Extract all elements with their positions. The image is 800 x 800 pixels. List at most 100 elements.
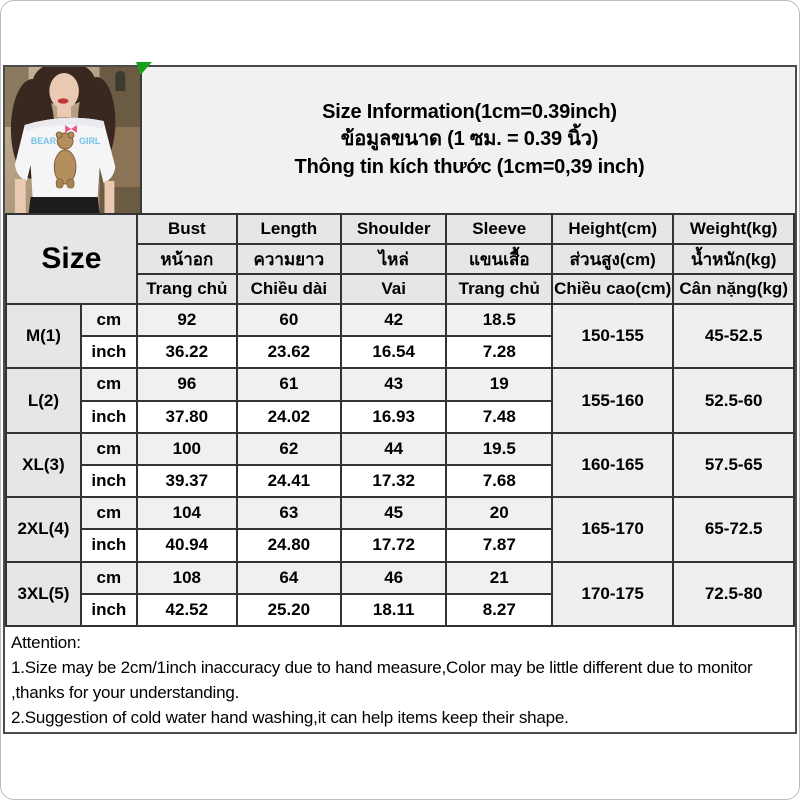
height-cell: 165-170 <box>551 496 675 563</box>
value-cell: 61 <box>235 367 342 402</box>
table-row: 2XL(4) cm 104 63 45 20 165-170 65-72.5 <box>5 496 795 563</box>
title-area: BEAR GIRL Size Information(1cm=0.39inch)… <box>5 62 795 213</box>
col-weight-th: น้ำหนัก(kg) <box>672 243 795 275</box>
col-weight-en: Weight(kg) <box>672 213 795 245</box>
weight-cell: 52.5-60 <box>672 367 795 434</box>
col-length-th: ความยาว <box>235 243 342 275</box>
col-bust-th: หน้าอก <box>135 243 238 275</box>
unit-cell: inch <box>79 592 138 628</box>
weight-cell: 45-52.5 <box>672 302 795 370</box>
shirt-text-left: BEAR <box>31 136 57 146</box>
value-cell: 16.93 <box>339 399 448 434</box>
col-sleeve-th: แขนเสื้อ <box>445 243 554 275</box>
value-cell: 100 <box>135 431 238 466</box>
value-cell: 7.87 <box>445 528 554 563</box>
value-cell: 40.94 <box>135 528 238 563</box>
size-label: XL(3) <box>5 431 82 499</box>
value-cell: 36.22 <box>135 335 238 370</box>
table-row: inch 39.37 24.41 17.32 7.68 <box>6 463 794 499</box>
value-cell: 96 <box>135 367 238 402</box>
unit-cell: inch <box>79 335 138 370</box>
title-line-th: ข้อมูลขนาด (1 ซม. = 0.39 นิ้ว) <box>340 128 599 151</box>
col-weight-vi: Cân nặng(kg) <box>672 273 795 305</box>
weight-cell: 65-72.5 <box>672 496 795 563</box>
value-cell: 17.72 <box>339 528 448 563</box>
height-cell: 170-175 <box>551 560 675 627</box>
unit-cell: cm <box>79 496 138 531</box>
value-cell: 62 <box>235 431 342 466</box>
value-cell: 24.02 <box>235 399 342 434</box>
unit-cell: inch <box>79 399 138 434</box>
unit-cell: cm <box>79 560 138 595</box>
value-cell: 43 <box>339 367 448 402</box>
col-height-en: Height(cm) <box>551 213 675 245</box>
value-cell: 16.54 <box>339 335 448 370</box>
value-cell: 92 <box>135 302 238 338</box>
col-length-vi: Chiều dài <box>235 273 342 305</box>
value-cell: 8.27 <box>445 592 554 628</box>
product-photo-illustration: BEAR GIRL <box>5 67 140 213</box>
corner-size-label: Size <box>5 213 138 305</box>
size-label: L(2) <box>5 367 82 434</box>
value-cell: 63 <box>235 496 342 531</box>
value-cell: 37.80 <box>135 399 238 434</box>
col-height-th: ส่วนสูง(cm) <box>551 243 675 275</box>
product-photo: BEAR GIRL <box>5 67 142 213</box>
value-cell: 19 <box>445 367 554 402</box>
size-info-title: Size Information(1cm=0.39inch) ข้อมูลขนา… <box>144 67 795 213</box>
table-row: inch 37.80 24.02 16.93 7.48 <box>6 399 794 434</box>
value-cell: 7.68 <box>445 463 554 499</box>
value-cell: 24.41 <box>235 463 342 499</box>
unit-cell: inch <box>79 463 138 499</box>
value-cell: 20 <box>445 496 554 531</box>
unit-cell: cm <box>79 302 138 338</box>
size-label: M(1) <box>5 302 82 370</box>
table-row: inch 40.94 24.80 17.72 7.87 <box>6 528 794 563</box>
height-cell: 155-160 <box>551 367 675 434</box>
attention-section: Attention: 1.Size may be 2cm/1inch inacc… <box>5 627 795 732</box>
size-label: 3XL(5) <box>5 560 82 627</box>
col-sleeve-vi: Trang chủ <box>445 273 554 305</box>
attention-note-1: 1.Size may be 2cm/1inch inaccuracy due t… <box>11 658 753 702</box>
unit-cell: cm <box>79 431 138 466</box>
value-cell: 60 <box>235 302 342 338</box>
weight-cell: 57.5-65 <box>672 431 795 499</box>
unit-cell: cm <box>79 367 138 402</box>
col-bust-vi: Trang chủ <box>135 273 238 305</box>
table-row: 3XL(5) cm 108 64 46 21 170-175 72.5-80 <box>5 560 795 627</box>
table-row: inch 42.52 25.20 18.11 8.27 <box>6 592 794 628</box>
value-cell: 44 <box>339 431 448 466</box>
col-shoulder-en: Shoulder <box>339 213 448 245</box>
value-cell: 7.28 <box>445 335 554 370</box>
value-cell: 45 <box>339 496 448 531</box>
title-line-en: Size Information(1cm=0.39inch) <box>322 100 617 123</box>
value-cell: 7.48 <box>445 399 554 434</box>
size-chart-card: BEAR GIRL Size Information(1cm=0.39inch)… <box>3 62 797 734</box>
value-cell: 21 <box>445 560 554 595</box>
size-label: 2XL(4) <box>5 496 82 563</box>
title-line-vi: Thông tin kích thước (1cm=0,39 inch) <box>294 155 645 178</box>
col-bust-en: Bust <box>135 213 238 245</box>
value-cell: 104 <box>135 496 238 531</box>
value-cell: 108 <box>135 560 238 595</box>
col-shoulder-vi: Vai <box>339 273 448 305</box>
col-length-en: Length <box>235 213 342 245</box>
height-cell: 150-155 <box>551 302 675 370</box>
value-cell: 25.20 <box>235 592 342 628</box>
col-shoulder-th: ไหล่ <box>339 243 448 275</box>
table-row: XL(3) cm 100 62 44 19.5 160-165 57.5-65 <box>5 431 795 499</box>
col-sleeve-en: Sleeve <box>445 213 554 245</box>
value-cell: 64 <box>235 560 342 595</box>
value-cell: 23.62 <box>235 335 342 370</box>
value-cell: 24.80 <box>235 528 342 563</box>
unit-cell: inch <box>79 528 138 563</box>
shirt-text-right: GIRL <box>79 136 101 146</box>
size-table: Size Bust Length Shoulder Sleeve Height(… <box>5 213 795 628</box>
value-cell: 42 <box>339 302 448 338</box>
header-row-vi: Trang chủ Chiều dài Vai Trang chủ Chiều … <box>6 273 795 305</box>
attention-note-2: 2.Suggestion of cold water hand washing,… <box>11 708 569 727</box>
value-cell: 39.37 <box>135 463 238 499</box>
value-cell: 18.11 <box>339 592 448 628</box>
attention-heading: Attention: <box>11 633 81 652</box>
col-height-vi: Chiều cao(cm) <box>551 273 675 305</box>
